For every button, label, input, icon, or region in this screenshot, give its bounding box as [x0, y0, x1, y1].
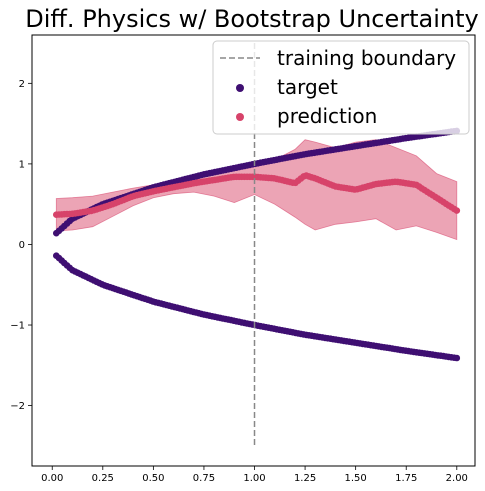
prediction-point	[453, 207, 461, 214]
plot-frame	[31, 34, 476, 467]
y-tick-label: 1	[19, 159, 25, 170]
x-tick-label: 0.50	[142, 473, 164, 484]
x-tick-label: 1.00	[243, 473, 265, 484]
y-tick-label: 2	[19, 79, 25, 90]
legend-swatch-prediction	[236, 113, 244, 121]
x-tick-label: 1.25	[294, 473, 316, 484]
legend-label-target: target	[277, 75, 338, 99]
chart-title: Diff. Physics w/ Bootstrap Uncertainty	[25, 5, 478, 33]
legend-box	[212, 40, 470, 135]
x-tick-label: 1.50	[345, 473, 367, 484]
uncertainty-band-layer	[55, 139, 458, 241]
legend-label-training-boundary: training boundary	[277, 46, 456, 70]
legend-swatch-target	[236, 84, 244, 92]
x-tick-label: 0.25	[92, 473, 114, 484]
prediction-uncertainty-band	[55, 139, 458, 241]
y-axis: 2 1 0 −1 −2	[10, 79, 32, 412]
x-tick-label: 0.00	[41, 473, 63, 484]
y-tick-label: 0	[19, 240, 25, 251]
legend-label-prediction: prediction	[277, 104, 377, 128]
target-series	[53, 127, 461, 362]
x-tick-label: 1.75	[395, 473, 417, 484]
legend: training boundary target prediction	[212, 40, 470, 135]
x-tick-label: 0.75	[193, 473, 215, 484]
target-point	[453, 354, 461, 362]
x-axis: 0.00 0.25 0.50 0.75 1.00 1.25 1.50 1.75 2.00	[41, 466, 468, 484]
prediction-series	[53, 172, 461, 218]
y-tick-label: −2	[10, 401, 25, 412]
x-tick-label: 2.00	[446, 473, 468, 484]
y-tick-label: −1	[10, 321, 25, 332]
